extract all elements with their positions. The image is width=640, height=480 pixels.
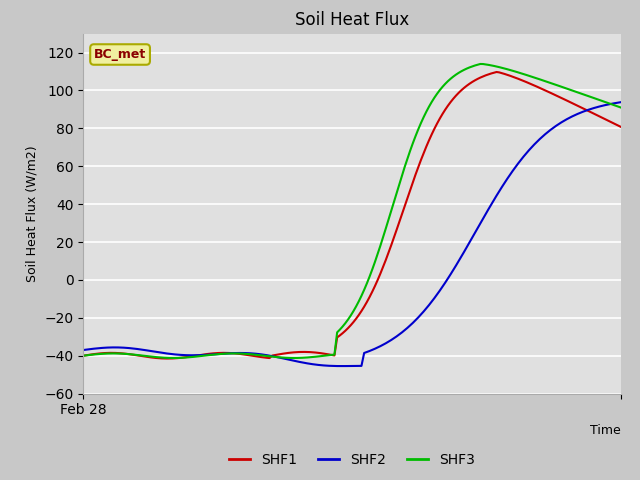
SHF2 xyxy=(339,363,346,369)
SHF2 xyxy=(617,99,625,105)
SHF3 xyxy=(79,353,87,359)
Line: SHF3: SHF3 xyxy=(83,64,621,358)
Text: Time: Time xyxy=(590,424,621,437)
SHF3 xyxy=(595,97,603,103)
SHF3 xyxy=(617,105,625,110)
Line: SHF1: SHF1 xyxy=(83,72,621,359)
SHF2 xyxy=(112,345,120,350)
SHF1 xyxy=(225,350,233,356)
SHF1 xyxy=(493,69,500,75)
SHF3 xyxy=(101,351,109,357)
SHF3 xyxy=(477,61,484,67)
SHF1 xyxy=(595,113,603,119)
Legend: SHF1, SHF2, SHF3: SHF1, SHF2, SHF3 xyxy=(224,447,480,472)
SHF1 xyxy=(163,356,171,361)
SHF3 xyxy=(179,355,187,360)
SHF3 xyxy=(112,350,120,356)
SHF2 xyxy=(593,105,600,110)
SHF1 xyxy=(101,350,109,356)
Text: BC_met: BC_met xyxy=(94,48,146,61)
Title: Soil Heat Flux: Soil Heat Flux xyxy=(295,11,409,29)
Line: SHF2: SHF2 xyxy=(83,102,621,366)
SHF1 xyxy=(112,350,120,356)
SHF1 xyxy=(577,104,584,110)
SHF3 xyxy=(290,355,298,361)
SHF1 xyxy=(182,354,189,360)
SHF2 xyxy=(179,352,187,358)
SHF1 xyxy=(79,353,87,359)
SHF3 xyxy=(577,90,584,96)
SHF2 xyxy=(101,345,109,350)
SHF2 xyxy=(223,350,230,356)
SHF3 xyxy=(223,351,230,357)
SHF2 xyxy=(573,111,581,117)
Y-axis label: Soil Heat Flux (W/m2): Soil Heat Flux (W/m2) xyxy=(26,145,38,282)
SHF1 xyxy=(617,124,625,130)
SHF2 xyxy=(79,347,87,353)
